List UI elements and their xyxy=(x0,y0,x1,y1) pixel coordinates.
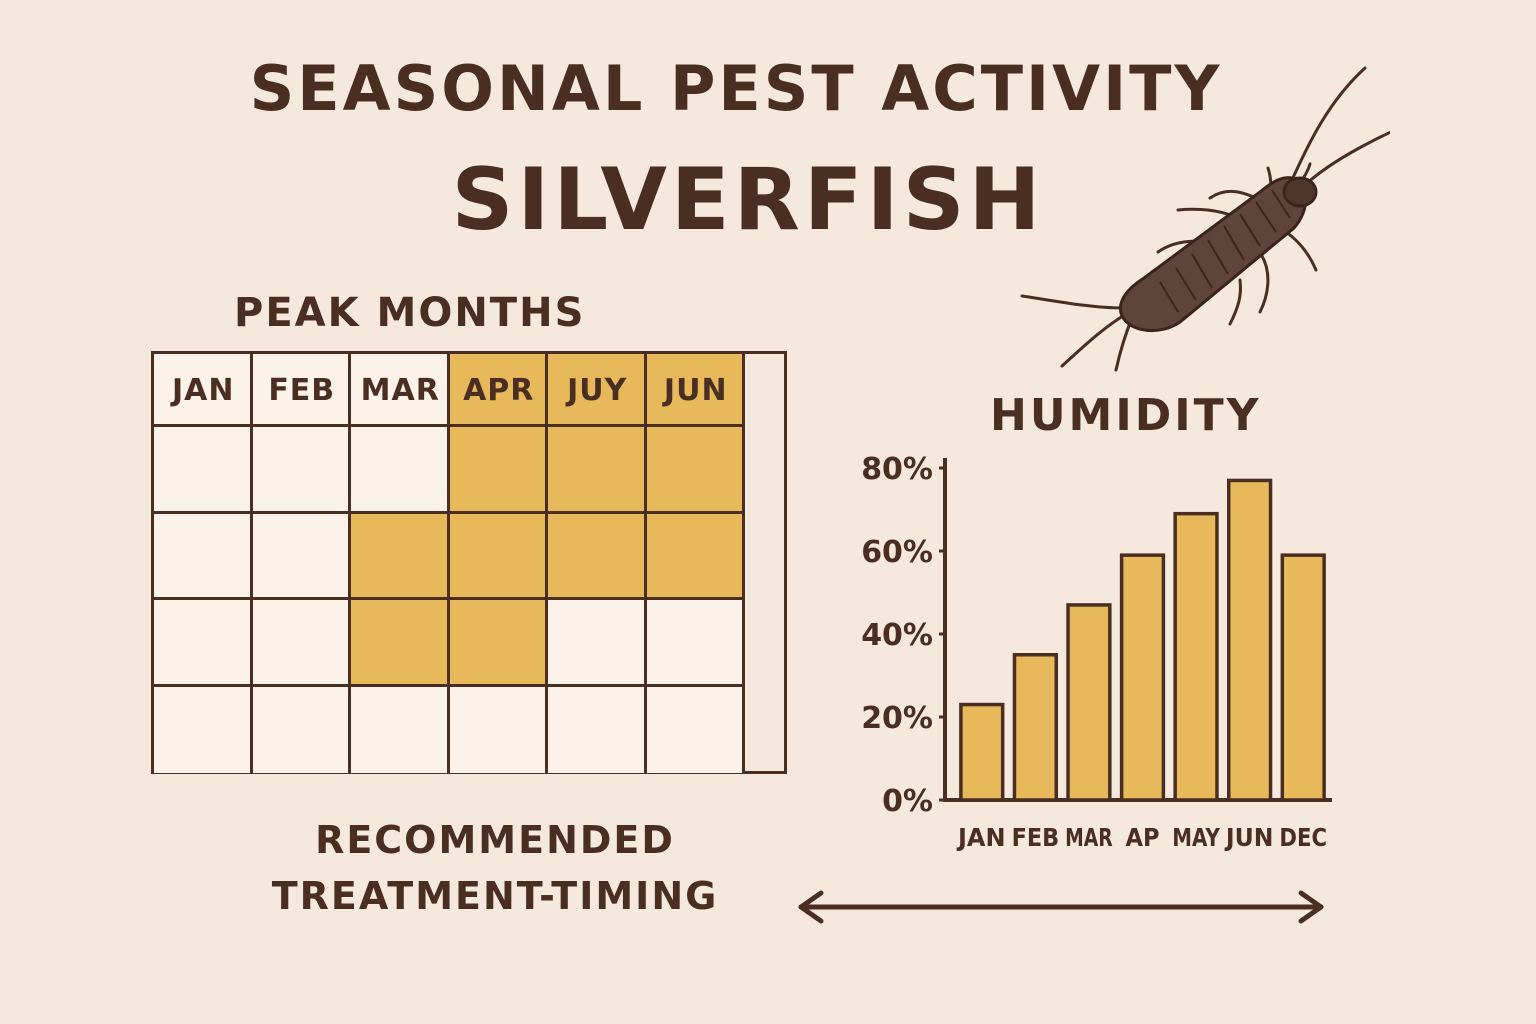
calendar-cell xyxy=(548,600,647,687)
double-arrow-icon xyxy=(798,890,1324,924)
calendar-cell xyxy=(154,513,253,600)
page-title: SEASONAL PEST ACTIVITY xyxy=(249,52,1223,125)
calendar-header-cell xyxy=(449,354,548,427)
calendar-cell xyxy=(351,513,450,600)
calendar-cell xyxy=(646,600,745,687)
calendar-cell xyxy=(154,686,253,773)
x-tick-label: JUN xyxy=(1224,823,1273,852)
calendar-cell xyxy=(449,513,548,600)
humidity-bar xyxy=(1119,553,1166,802)
y-tick-label: 0% xyxy=(882,784,933,819)
calendar-month-label: APR xyxy=(463,373,535,408)
calendar-cell xyxy=(154,600,253,687)
calendar-cell xyxy=(351,427,450,514)
calendar-month-label: JAN xyxy=(172,373,235,408)
calendar-cell xyxy=(449,427,548,514)
x-tick-label: AP xyxy=(1126,823,1160,852)
x-tick-label: DEC xyxy=(1279,823,1327,852)
calendar-cell xyxy=(351,600,450,687)
humidity-bar xyxy=(1173,511,1219,802)
humidity-chart-title: HUMIDITY xyxy=(990,390,1262,441)
peak-months-calendar: JAN FEB MAR APR JUY JUN xyxy=(151,351,787,774)
calendar-month-label: JUN xyxy=(663,373,728,408)
y-tick-label: 40% xyxy=(861,618,933,653)
page-subtitle: SILVERFISH xyxy=(451,150,1045,250)
y-tick-label: 80% xyxy=(861,452,933,487)
calendar-cell xyxy=(646,427,745,514)
calendar-month-label: MAR xyxy=(360,373,440,408)
peak-months-heading: PEAK MONTHS xyxy=(234,290,586,336)
calendar-cell xyxy=(252,427,351,514)
calendar-cell xyxy=(548,686,647,773)
humidity-bar xyxy=(1227,478,1273,802)
calendar-cell xyxy=(449,686,548,773)
humidity-bar xyxy=(1280,553,1326,802)
y-tick-label: 20% xyxy=(861,701,933,736)
calendar-cell xyxy=(252,600,351,687)
x-tick-label: JAN xyxy=(956,823,1005,852)
recommended-line-2: TREATMENT-TIMING xyxy=(271,874,719,918)
silverfish-icon xyxy=(1020,66,1390,372)
humidity-bar xyxy=(1066,603,1112,802)
calendar-month-label: FEB xyxy=(268,373,336,408)
calendar-header-cell xyxy=(252,354,351,427)
calendar-cell xyxy=(646,686,745,773)
recommended-line-1: RECOMMENDED xyxy=(315,818,675,862)
calendar-header-cell xyxy=(646,354,745,427)
calendar-month-label: JUY xyxy=(567,373,628,408)
x-tick-label: FEB xyxy=(1012,823,1060,852)
calendar-cell xyxy=(449,600,548,687)
x-tick-label: MAY xyxy=(1172,823,1220,852)
calendar-cell xyxy=(646,513,745,600)
calendar-cell xyxy=(154,427,253,514)
recommended-treatment-timing: RECOMMENDED TREATMENT-TIMING xyxy=(235,812,755,924)
calendar-header-cell xyxy=(351,354,450,427)
calendar-cell xyxy=(548,427,647,514)
calendar-header-cell xyxy=(548,354,647,427)
calendar-cell xyxy=(548,513,647,600)
calendar-header-cell xyxy=(154,354,253,427)
y-tick-label: 60% xyxy=(861,535,933,570)
humidity-bar xyxy=(1012,653,1059,802)
calendar-cell xyxy=(252,513,351,600)
calendar-cell xyxy=(351,686,450,773)
calendar-cell xyxy=(252,686,351,773)
x-tick-label: MAR xyxy=(1065,823,1113,852)
humidity-bar xyxy=(959,702,1005,802)
